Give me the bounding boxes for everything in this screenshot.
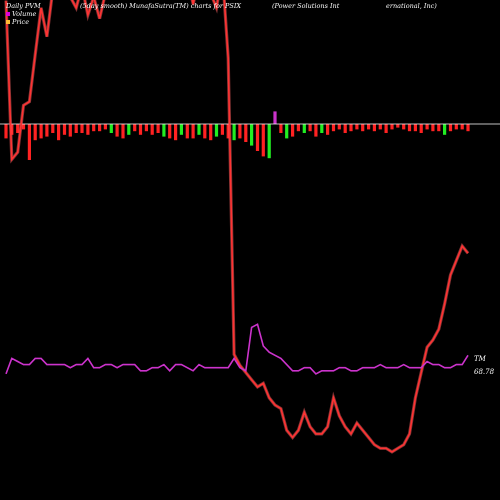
volume-bar <box>273 111 277 124</box>
volume-bar <box>372 124 376 132</box>
volume-bar <box>378 124 382 130</box>
volume-bar <box>27 124 31 160</box>
volume-bar <box>255 124 260 151</box>
legend-price: Price <box>6 18 29 26</box>
volume-bar <box>74 124 78 133</box>
volume-bar <box>396 124 400 128</box>
price-line <box>5 0 469 453</box>
volume-bar <box>267 124 271 159</box>
volume-bar <box>448 124 453 132</box>
legend-volume-label: Volume <box>12 10 37 18</box>
volume-bar <box>174 124 178 141</box>
volume-bar <box>285 124 289 139</box>
volume-bar <box>21 124 26 130</box>
volume-bar <box>98 124 102 132</box>
volume-bar <box>156 124 160 133</box>
header-company-a: (Power Solutions Int <box>272 2 340 10</box>
volume-bar <box>437 124 441 132</box>
volume-bar <box>220 124 224 135</box>
series-lines <box>4 0 470 454</box>
volume-bar <box>443 124 447 135</box>
volume-bar <box>214 124 219 137</box>
volume-bar <box>168 124 172 139</box>
volume-bar <box>238 124 242 139</box>
header-title: (5day smooth) MunafaSutra(TM) charts for… <box>80 2 242 10</box>
volume-bar <box>384 124 388 133</box>
volume-bar <box>261 124 265 157</box>
volume-bar <box>320 124 324 133</box>
volume-bar <box>51 124 55 133</box>
header-company-b: ernational, Inc) <box>386 2 437 10</box>
volume-bar <box>150 124 154 135</box>
volume-bar <box>308 124 312 132</box>
volume-bar <box>402 124 406 130</box>
volume-bar <box>425 124 429 130</box>
volume-bar <box>466 124 470 132</box>
volume-bar <box>109 124 113 133</box>
tm-label: TM <box>474 355 486 363</box>
volume-bar <box>343 124 347 133</box>
volume-bar <box>80 124 84 133</box>
volume-bar <box>302 124 306 133</box>
price-line-glow <box>4 0 470 454</box>
pvm-line <box>5 323 469 375</box>
volume-bar <box>68 124 72 137</box>
volume-bar <box>33 124 37 141</box>
volume-bar <box>45 124 49 137</box>
legend-volume: Volume <box>6 10 36 18</box>
volume-bar <box>454 124 458 130</box>
volume-bar <box>92 124 96 132</box>
volume-bar <box>460 124 464 130</box>
volume-bar <box>203 124 207 139</box>
volume-bar <box>232 124 236 141</box>
volume-bar <box>349 124 353 132</box>
volume-bar <box>185 124 189 139</box>
legend-price-label: Price <box>12 18 30 26</box>
volume-bar <box>57 124 61 141</box>
volume-bar <box>291 124 295 137</box>
volume-bar <box>103 124 107 130</box>
volume-bar <box>431 124 435 132</box>
volume-bar <box>115 124 119 137</box>
volume-bar <box>296 124 300 132</box>
header-left: Daily PVM <box>6 2 41 10</box>
volume-bar <box>314 124 318 137</box>
volume-bar <box>4 124 8 139</box>
volume-bar <box>367 124 371 130</box>
volume-bar <box>179 124 183 135</box>
volume-bar <box>162 124 166 137</box>
legend-price-swatch <box>6 20 10 24</box>
volume-bar <box>197 124 201 135</box>
volume-bar <box>62 124 67 135</box>
volume-bar <box>86 124 90 135</box>
volume-bar <box>390 124 394 130</box>
volume-bar <box>331 124 336 132</box>
volume-bar <box>326 124 330 135</box>
volume-bar <box>355 124 359 130</box>
volume-bar <box>209 124 213 141</box>
volume-bar <box>250 124 254 146</box>
last-price-label: 68.78 <box>474 368 495 376</box>
volume-bar <box>133 124 137 132</box>
volume-bar <box>127 124 131 135</box>
volume-bar <box>191 124 195 139</box>
volume-bar <box>337 124 341 130</box>
volume-bar <box>413 124 417 132</box>
volume-bar <box>244 124 248 142</box>
volume-bar <box>407 124 412 132</box>
volume-bar <box>121 124 125 139</box>
volume-bar <box>361 124 365 132</box>
legend-volume-swatch <box>6 12 10 16</box>
volume-bar <box>279 124 283 133</box>
volume-bars <box>4 111 470 160</box>
volume-bar <box>39 124 43 139</box>
volume-bar <box>16 124 20 133</box>
volume-bar <box>144 124 148 132</box>
volume-bar <box>138 124 143 135</box>
volume-bar <box>419 124 423 133</box>
